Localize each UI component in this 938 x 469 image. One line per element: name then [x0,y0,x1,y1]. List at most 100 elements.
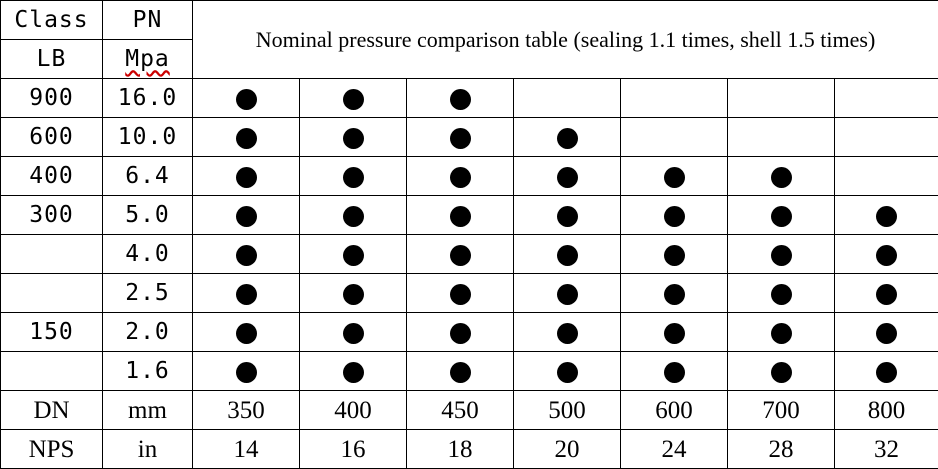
class-cell: 400 [1,157,103,196]
availability-cell [407,157,514,196]
filled-circle-icon [343,284,364,305]
availability-cell [621,235,728,274]
filled-circle-icon [771,245,792,266]
availability-cell [835,235,938,274]
availability-cell [193,196,300,235]
availability-cell [407,235,514,274]
class-cell: 900 [1,79,103,118]
pn-cell: 6.4 [103,157,193,196]
filled-circle-icon [236,206,257,227]
pn-cell: 2.5 [103,274,193,313]
class-cell: 150 [1,313,103,352]
availability-cell [300,235,407,274]
pn-cell: 5.0 [103,196,193,235]
nps-row-value: 14 [193,430,300,469]
filled-circle-icon [876,323,897,344]
filled-circle-icon [664,206,685,227]
availability-cell [728,274,835,313]
availability-cell [835,196,938,235]
availability-cell [193,118,300,157]
class-cell [1,352,103,391]
availability-cell [514,235,621,274]
filled-circle-icon [450,323,471,344]
nps-row-value: 32 [835,430,938,469]
availability-cell [300,79,407,118]
availability-cell [407,79,514,118]
filled-circle-icon [664,167,685,188]
dn-row-unit: mm [103,391,193,430]
availability-cell [728,313,835,352]
availability-cell [407,313,514,352]
availability-cell [835,352,938,391]
availability-cell [407,274,514,313]
class-cell: 300 [1,196,103,235]
availability-cell [728,157,835,196]
availability-cell [621,118,728,157]
availability-cell [300,157,407,196]
filled-circle-icon [236,245,257,266]
filled-circle-icon [236,167,257,188]
nps-row-value: 24 [621,430,728,469]
pn-cell: 16.0 [103,79,193,118]
filled-circle-icon [236,362,257,383]
filled-circle-icon [236,89,257,110]
filled-circle-icon [664,245,685,266]
availability-cell [835,313,938,352]
availability-cell [300,352,407,391]
filled-circle-icon [876,284,897,305]
filled-circle-icon [557,362,578,383]
availability-cell [728,196,835,235]
filled-circle-icon [876,362,897,383]
filled-circle-icon [557,167,578,188]
nps-row-value: 28 [728,430,835,469]
filled-circle-icon [664,362,685,383]
pn-cell: 1.6 [103,352,193,391]
availability-cell [514,352,621,391]
availability-cell [621,157,728,196]
dn-row-value: 600 [621,391,728,430]
availability-cell [407,352,514,391]
filled-circle-icon [771,206,792,227]
dn-row-value: 450 [407,391,514,430]
filled-circle-icon [450,167,471,188]
nps-row-value: 18 [407,430,514,469]
filled-circle-icon [664,284,685,305]
availability-cell [835,79,938,118]
availability-cell [621,196,728,235]
filled-circle-icon [236,323,257,344]
filled-circle-icon [450,362,471,383]
pn-cell: 4.0 [103,235,193,274]
nps-row-label: NPS [1,430,103,469]
availability-cell [621,352,728,391]
lb-header: LB [1,40,103,79]
class-header: Class [1,1,103,40]
filled-circle-icon [343,323,364,344]
availability-cell [300,118,407,157]
filled-circle-icon [343,206,364,227]
dn-row-value: 400 [300,391,407,430]
availability-cell [193,274,300,313]
pn-cell: 2.0 [103,313,193,352]
filled-circle-icon [876,206,897,227]
dn-row-value: 350 [193,391,300,430]
filled-circle-icon [876,245,897,266]
filled-circle-icon [557,323,578,344]
nps-row-value: 20 [514,430,621,469]
class-cell: 600 [1,118,103,157]
nps-row-unit: in [103,430,193,469]
pressure-row: 2.5 [1,274,938,313]
availability-cell [728,79,835,118]
filled-circle-icon [557,284,578,305]
availability-cell [193,157,300,196]
filled-circle-icon [450,206,471,227]
dn-row-label: DN [1,391,103,430]
filled-circle-icon [343,362,364,383]
pn-header: PN [103,1,193,40]
nps-row-value: 16 [300,430,407,469]
availability-cell [193,79,300,118]
filled-circle-icon [236,128,257,149]
